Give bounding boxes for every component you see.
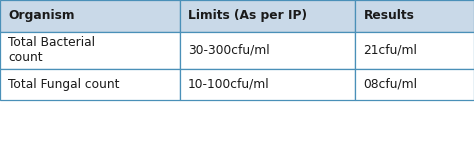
Bar xyxy=(0,0,180,31)
Text: 21cfu/ml: 21cfu/ml xyxy=(364,44,418,56)
Bar xyxy=(356,69,474,100)
Bar xyxy=(0,69,180,100)
Bar xyxy=(180,0,356,31)
Text: Total Bacterial
count: Total Bacterial count xyxy=(8,36,95,64)
Text: Organism: Organism xyxy=(8,9,74,22)
Text: Results: Results xyxy=(364,9,414,22)
Text: 30-300cfu/ml: 30-300cfu/ml xyxy=(188,44,270,56)
Text: 08cfu/ml: 08cfu/ml xyxy=(364,78,418,91)
Text: Limits (As per IP): Limits (As per IP) xyxy=(188,9,307,22)
Bar xyxy=(180,31,356,69)
Bar xyxy=(0,31,180,69)
Text: 10-100cfu/ml: 10-100cfu/ml xyxy=(188,78,270,91)
Text: Total Fungal count: Total Fungal count xyxy=(8,78,119,91)
Bar xyxy=(356,0,474,31)
Bar xyxy=(180,69,356,100)
Bar xyxy=(356,31,474,69)
